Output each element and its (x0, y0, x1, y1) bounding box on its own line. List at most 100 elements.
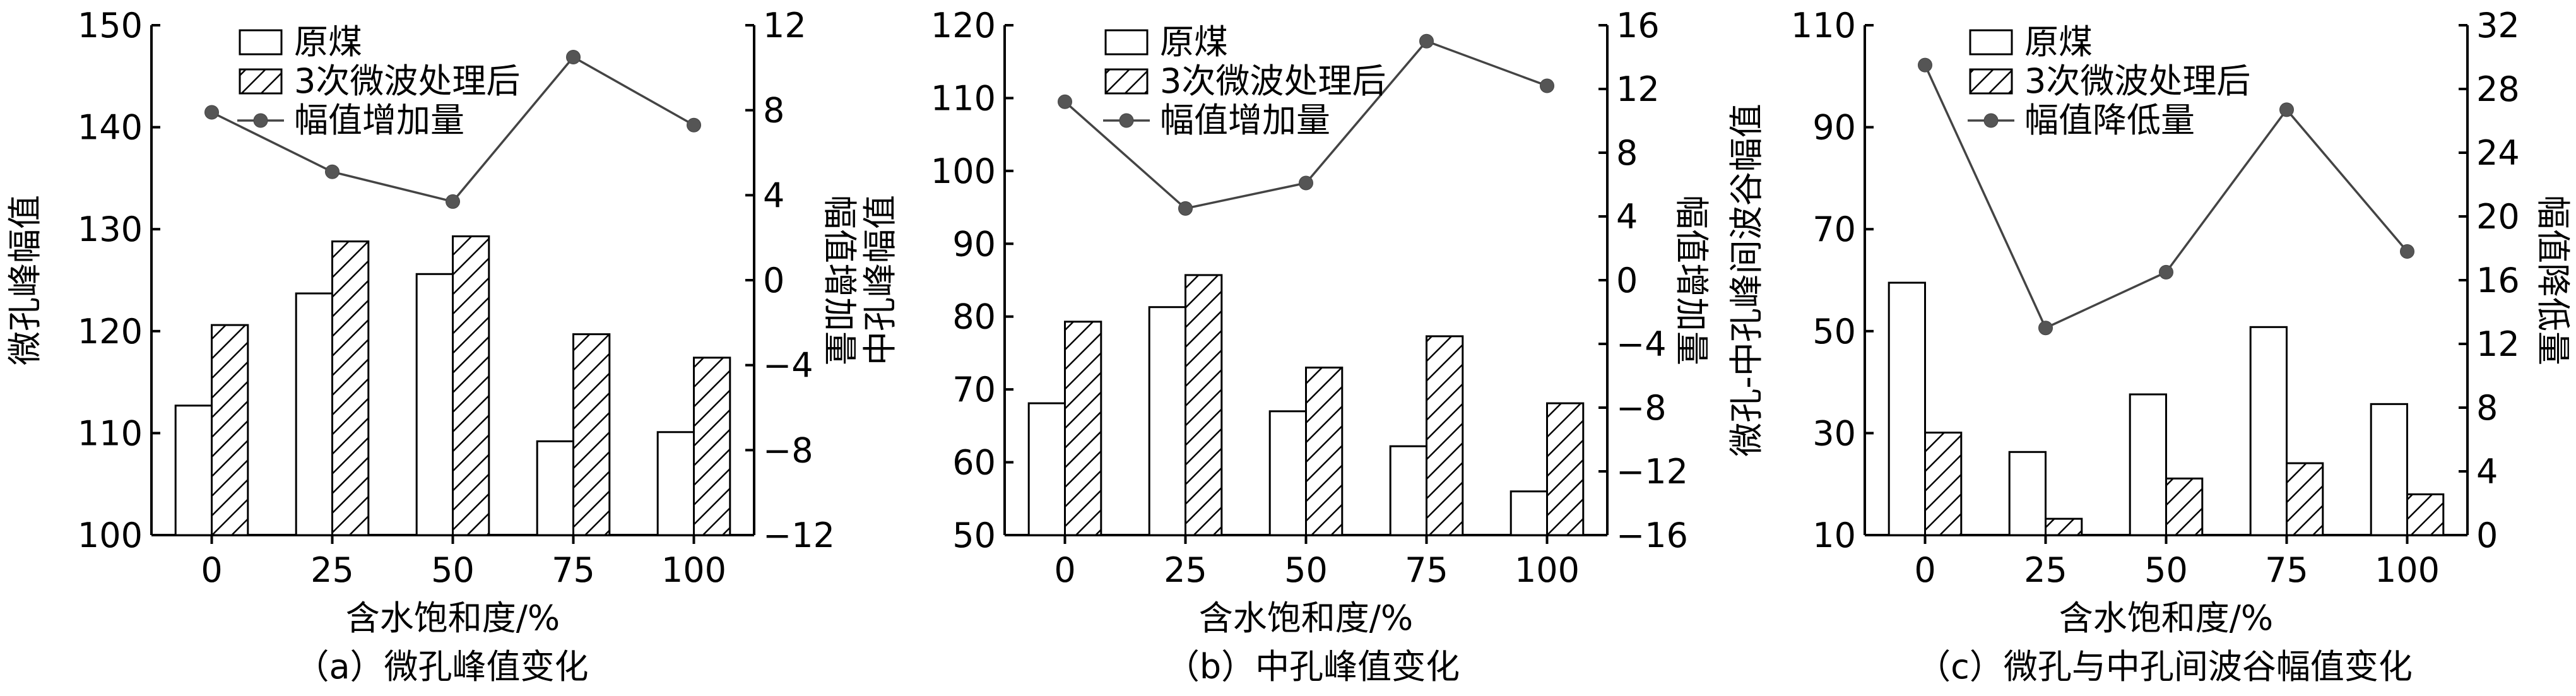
legend-label-raw: 原煤 (1160, 22, 1228, 62)
bar-raw (1027, 402, 1066, 536)
left-tick-label: 100 (931, 151, 996, 191)
bar-microwave (452, 235, 490, 536)
x-tick-label: 0 (1914, 550, 1935, 590)
bar-microwave (1305, 367, 1344, 536)
right-tick-label: 16 (2476, 261, 2520, 300)
bar-microwave (1064, 321, 1102, 536)
line-point (687, 117, 701, 133)
x-tick-label: 75 (1405, 550, 1448, 590)
right-tick-label: −8 (763, 430, 813, 470)
legend-label-microwave: 3次微波处理后 (294, 61, 520, 101)
line-point (2159, 264, 2173, 280)
left-tick-label: 100 (78, 516, 143, 555)
x-axis-title: 含水饱和度/% (1199, 598, 1414, 638)
legend-marker-line (1983, 113, 1999, 128)
x-tick-label: 0 (201, 550, 222, 590)
left-tick-label: 80 (952, 297, 996, 337)
left-tick-label: 130 (78, 209, 143, 249)
bar-raw (1888, 281, 1926, 536)
legend-swatch-raw (1104, 29, 1149, 56)
panel-c: 10 30 50 70 90 110 0 4 8 12 16 20 24 28 32 0 25 50 75 100 原煤… (1727, 6, 2573, 687)
left-tick-label: 110 (931, 78, 996, 118)
y2-axis-title: 幅值增加量 (1672, 195, 1711, 365)
bar-microwave (1546, 402, 1585, 536)
bar-microwave (331, 240, 370, 536)
x-tick-label: 75 (2265, 550, 2308, 590)
line-point (1918, 57, 1932, 73)
bar-raw (2008, 451, 2047, 536)
right-tick-label: −8 (1616, 388, 1667, 428)
bar-raw (174, 404, 213, 536)
legend-label-line: 幅值增加量 (1160, 100, 1330, 140)
left-tick-label: 90 (1812, 108, 1856, 148)
y-axis-title: 微孔-中孔峰间波谷幅值 (1727, 103, 1766, 457)
right-tick-label: 32 (2476, 6, 2520, 45)
left-tick-label: 10 (1812, 516, 1856, 555)
x-axis-title: 含水饱和度/% (346, 598, 560, 638)
right-tick-label: 8 (763, 91, 784, 131)
left-tick-label: 70 (952, 370, 996, 410)
right-tick-label: 0 (1616, 261, 1638, 300)
y2-axis-title: 幅值降低量 (2533, 195, 2573, 365)
bar-raw (2370, 403, 2408, 536)
left-tick-label: 140 (78, 108, 143, 148)
right-tick-label: 24 (2476, 133, 2520, 173)
right-tick-label: 8 (2476, 388, 2498, 428)
line-point (325, 164, 340, 179)
left-tick-label: 90 (952, 224, 996, 264)
bar-raw (415, 273, 454, 536)
line-point (2400, 244, 2414, 259)
bar-microwave (1185, 274, 1223, 536)
line-point (566, 50, 581, 64)
right-tick-label: 4 (2476, 452, 2498, 492)
x-tick-label: 75 (552, 550, 595, 590)
right-tick-label: 0 (2476, 516, 2498, 555)
right-tick-label: 8 (1616, 133, 1638, 173)
legend-marker-line (1119, 113, 1134, 128)
right-tick-label: 16 (1616, 6, 1660, 45)
bar-raw (1510, 490, 1548, 536)
legend-swatch-microwave (1969, 68, 2013, 95)
bar-microwave (1426, 335, 1464, 536)
legend-label-raw: 原煤 (294, 22, 362, 62)
line-point (446, 194, 460, 209)
legend-label-microwave: 3次微波处理后 (1160, 61, 1386, 101)
right-tick-label: 20 (2476, 197, 2520, 237)
line-point (1058, 94, 1072, 109)
legend-label-line: 幅值降低量 (2024, 100, 2195, 140)
left-tick-label: 70 (1812, 209, 1856, 249)
x-tick-label: 25 (2024, 550, 2067, 590)
panel-caption: （c）微孔与中孔间波谷幅值变化 (1917, 647, 2413, 687)
right-tick-label: −4 (1616, 324, 1667, 364)
bar-microwave (2165, 477, 2204, 536)
legend-label-line: 幅值增加量 (294, 100, 464, 140)
bar-microwave (1924, 432, 1963, 536)
bar-microwave (2045, 517, 2083, 536)
x-tick-label: 100 (1515, 550, 1580, 590)
line-point (1419, 33, 1434, 49)
bar-raw (2129, 393, 2167, 536)
right-tick-label: −12 (1616, 452, 1688, 492)
left-tick-label: 150 (78, 6, 143, 45)
x-axis-title: 含水饱和度/% (2059, 598, 2274, 638)
right-tick-label: 28 (2476, 69, 2520, 109)
left-tick-label: 110 (78, 413, 143, 453)
line-point (1540, 78, 1554, 93)
x-tick-label: 50 (1284, 550, 1328, 590)
bar-raw (1268, 410, 1307, 536)
x-tick-label: 25 (310, 550, 354, 590)
right-tick-label: 4 (763, 175, 784, 215)
y-axis-title: 中孔峰幅值 (860, 195, 900, 365)
legend-swatch-raw (1969, 29, 2013, 56)
legend-swatch-microwave (1104, 68, 1149, 95)
right-tick-label: −12 (763, 516, 835, 555)
right-tick-label: 12 (763, 6, 806, 45)
left-tick-label: 60 (952, 443, 996, 483)
x-tick-label: 25 (1164, 550, 1207, 590)
y-axis-title: 微孔峰幅值 (5, 195, 45, 365)
legend-label-raw: 原煤 (2024, 22, 2093, 62)
bar-microwave (2286, 462, 2324, 536)
right-tick-label: 4 (1616, 197, 1638, 237)
x-tick-label: 50 (431, 550, 475, 590)
